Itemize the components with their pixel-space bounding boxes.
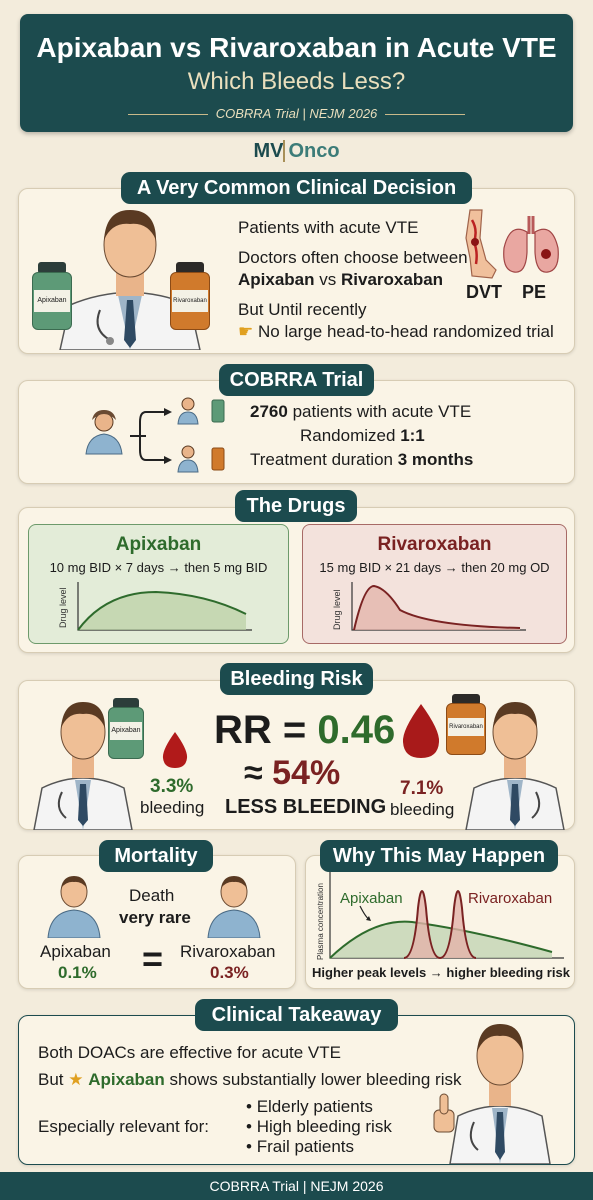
s1-line2: Doctors often choose between bbox=[238, 248, 468, 267]
less-bleeding-label: LESS BLEEDING bbox=[225, 796, 387, 818]
page-subtitle: Which Bleeds Less? bbox=[187, 68, 406, 95]
thumbs-up-icon bbox=[433, 1093, 455, 1133]
lungs-pe-icon bbox=[503, 216, 559, 273]
takeaway-line1: Both DOACs are effective for acute VTE bbox=[38, 1043, 341, 1062]
rivaroxaban-name: Rivaroxaban bbox=[377, 534, 492, 555]
mortality-rivaroxaban-name: Rivaroxaban bbox=[180, 942, 276, 961]
footer: COBRRA Trial | NEJM 2026 bbox=[0, 1172, 593, 1200]
s2-randomized: Randomized 1:1 bbox=[300, 426, 425, 445]
pill-bottle-icon: Rivaroxaban bbox=[446, 694, 486, 756]
randomization-diagram bbox=[85, 397, 225, 473]
rr-value: RR = 0.46 bbox=[214, 708, 396, 752]
apixaban-pk-curve: Drug level bbox=[58, 582, 252, 631]
s1-line5: ☛ No large head-to-head randomized trial bbox=[238, 322, 554, 341]
why-label-apixaban: Apixaban bbox=[340, 890, 403, 907]
less-pct: ≈ 54% bbox=[244, 754, 341, 792]
doctor-illustration bbox=[33, 702, 133, 830]
patient-icon bbox=[177, 445, 225, 473]
concentration-curve-chart: Plasma concentration bbox=[316, 872, 564, 960]
pointing-hand-icon: ☛ bbox=[238, 322, 254, 341]
leg-dvt-icon bbox=[465, 209, 497, 279]
patient-icon bbox=[207, 876, 261, 938]
takeaway-line2: But ★ Apixaban shows substantially lower… bbox=[38, 1070, 462, 1089]
pill-bottle-icon: Rivaroxaban bbox=[170, 262, 210, 332]
section-cobrra-trial bbox=[18, 380, 575, 484]
apixaban-ylabel: Drug level bbox=[58, 587, 68, 628]
section-title-takeaway: Clinical Takeaway bbox=[195, 999, 398, 1031]
page-title: Apixaban vs Rivaroxaban in Acute VTE bbox=[36, 32, 557, 63]
rivaroxaban-bleeding-label: bleeding bbox=[390, 800, 455, 819]
apixaban-bleeding-label: bleeding bbox=[140, 798, 205, 817]
rivaroxaban-pk-curve: Drug level bbox=[332, 582, 526, 631]
mortality-rivaroxaban-val: 0.3% bbox=[210, 963, 249, 982]
pe-label: PE bbox=[522, 282, 547, 302]
apixaban-dose: 10 mg BID × 7 days → then 5 mg BID bbox=[49, 560, 268, 575]
s1-line1: Patients with acute VTE bbox=[238, 218, 419, 237]
apixaban-bleeding-pct: 3.3% bbox=[150, 776, 194, 797]
star-icon: ★ bbox=[68, 1070, 84, 1089]
s2-duration: Treatment duration 3 months bbox=[250, 450, 474, 469]
takeaway-bullet: • High bleeding risk bbox=[246, 1117, 392, 1136]
patient-icon bbox=[177, 397, 225, 425]
dvt-label: DVT bbox=[466, 282, 502, 302]
s1-drug-comparison: Apixaban vs Rivaroxaban bbox=[238, 270, 444, 289]
mortality-apixaban-name: Apixaban bbox=[40, 942, 111, 961]
doctor-illustration bbox=[433, 1024, 551, 1164]
apixaban-name: Apixaban bbox=[115, 534, 202, 555]
section-why bbox=[305, 855, 575, 989]
section-title-cobrra: COBRRA Trial bbox=[219, 364, 374, 396]
takeaway-relevant: Especially relevant for: bbox=[38, 1117, 210, 1136]
patient-icon bbox=[85, 410, 123, 455]
pill-bottle-icon: Apixaban bbox=[32, 262, 72, 332]
section-title-why: Why This May Happen bbox=[320, 840, 558, 872]
takeaway-bullet: • Frail patients bbox=[246, 1137, 355, 1156]
takeaway-bullet: • Elderly patients bbox=[246, 1097, 373, 1116]
why-caption: Higher peak levels → higher bleeding ris… bbox=[312, 965, 570, 980]
header-banner: Apixaban vs Rivaroxaban in Acute VTE Whi… bbox=[20, 14, 573, 132]
header-source: COBRRA Trial | NEJM 2026 bbox=[20, 106, 573, 121]
blood-drop-icon bbox=[402, 704, 440, 758]
doctor-illustration bbox=[59, 210, 201, 350]
pill-bottle-icon: Apixaban bbox=[108, 698, 144, 760]
doctor-illustration bbox=[465, 702, 565, 830]
section-title-mortality: Mortality bbox=[99, 840, 213, 872]
patient-icon bbox=[47, 876, 101, 938]
why-label-rivaroxaban: Rivaroxaban bbox=[468, 890, 553, 907]
section-title-clinical-decision: A Very Common Clinical Decision bbox=[121, 172, 472, 204]
rivaroxaban-ylabel: Drug level bbox=[332, 589, 342, 630]
s2-patients: 2760 patients with acute VTE bbox=[250, 402, 472, 421]
section-title-drugs: The Drugs bbox=[235, 490, 357, 522]
section-title-bleeding: Bleeding Risk bbox=[220, 663, 373, 695]
s1-line4: But Until recently bbox=[238, 300, 367, 319]
why-ylabel: Plasma concentration bbox=[316, 883, 325, 960]
mortality-very-rare: very rare bbox=[119, 908, 191, 927]
mortality-death: Death bbox=[129, 886, 175, 905]
mortality-equals: = bbox=[142, 938, 164, 979]
mortality-apixaban-val: 0.1% bbox=[58, 963, 97, 982]
rivaroxaban-dose: 15 mg BID × 21 days → then 20 mg OD bbox=[319, 560, 550, 575]
rivaroxaban-bleeding-pct: 7.1% bbox=[400, 778, 444, 799]
blood-drop-icon bbox=[162, 732, 188, 768]
brand-logo: MV Onco bbox=[253, 140, 340, 162]
